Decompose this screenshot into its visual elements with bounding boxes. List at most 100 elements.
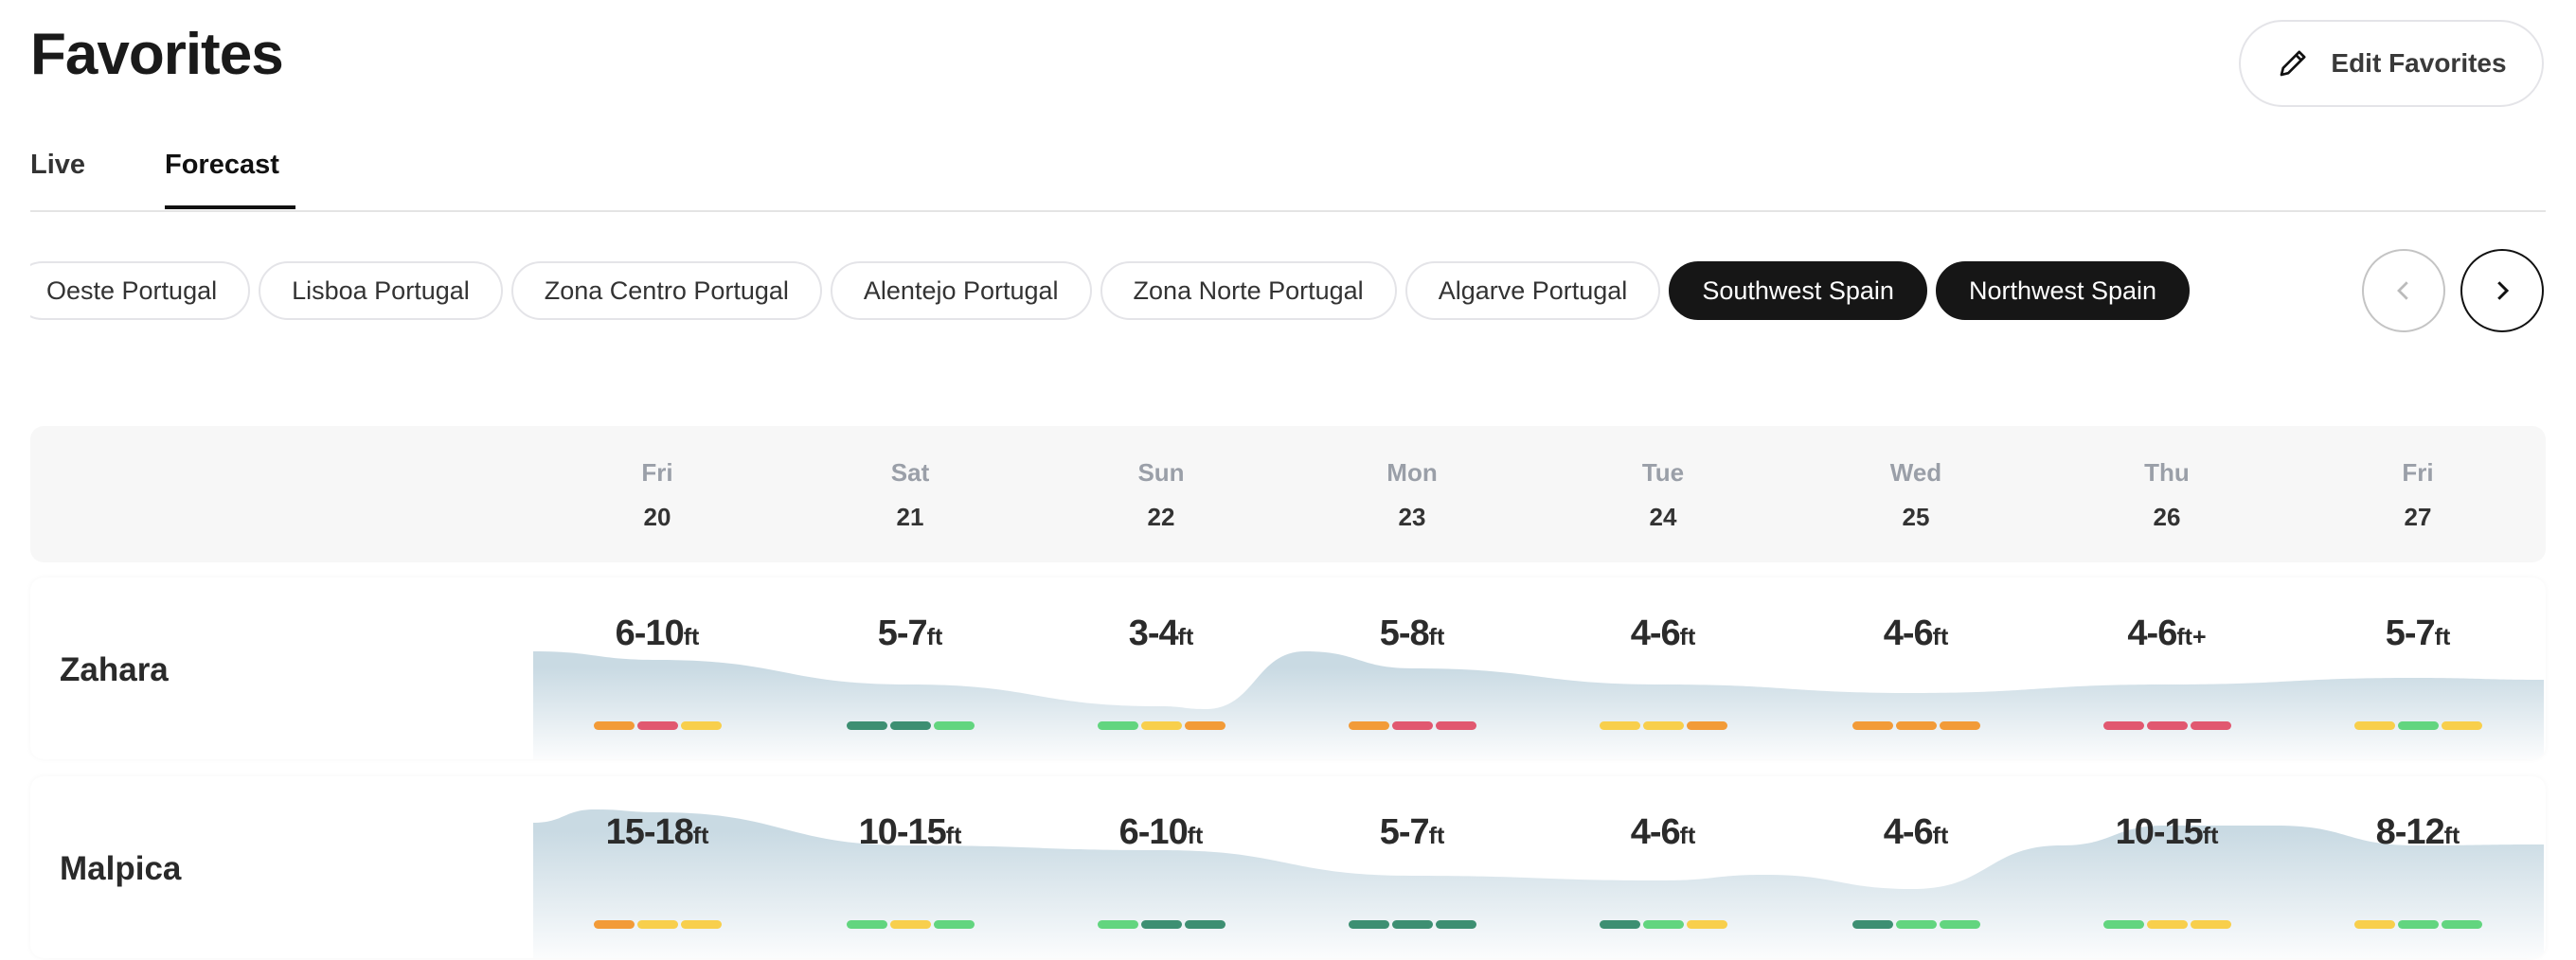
wave-height-unit: ft xyxy=(1932,624,1949,650)
forecast-cell[interactable]: 4-6ft xyxy=(1802,578,2030,759)
day-header: Thu 26 xyxy=(2072,458,2262,532)
rating-bar-darkgreen xyxy=(1599,920,1640,929)
chevron-right-icon xyxy=(2497,281,2510,300)
wave-height-unit: ft xyxy=(945,823,962,849)
rating-bar-red xyxy=(1391,721,1433,730)
rating-bars xyxy=(796,721,1024,730)
wave-height: 3-4ft xyxy=(1047,613,1275,654)
day-header: Fri 27 xyxy=(2323,458,2513,532)
rating-bar-red xyxy=(1435,721,1476,730)
wave-height-unit: ft xyxy=(683,624,700,650)
forecast-cell[interactable]: 6-10ft xyxy=(1047,776,1275,958)
day-name: Wed xyxy=(1889,458,1942,487)
tabs-divider xyxy=(30,210,2546,212)
rating-bars xyxy=(796,920,1024,929)
forecast-cell[interactable]: 10-15ft xyxy=(796,776,1024,958)
wave-height: 4-6ft xyxy=(1549,812,1777,853)
rating-bar-darkgreen xyxy=(889,721,931,730)
forecast-cell[interactable]: 6-10ft xyxy=(544,578,771,759)
wave-height-range: 10-15 xyxy=(2115,812,2204,852)
wave-height-range: 5-7 xyxy=(2385,613,2436,653)
region-chip[interactable]: Zona Centro Portugal xyxy=(510,261,822,320)
wave-height-range: 3-4 xyxy=(1128,613,1179,653)
scroll-prev-button[interactable] xyxy=(2362,249,2445,332)
rating-bar-green xyxy=(846,920,887,929)
wave-height-range: 4-6 xyxy=(1630,812,1681,852)
spot-row[interactable]: Zahara 6-10ft 5-7ft 3-4ft 5-8ft 4-6ft 4-6ft 4-6… xyxy=(30,578,2546,759)
forecast-cell[interactable]: 5-7ft xyxy=(796,578,1024,759)
wave-height-unit: ft xyxy=(1679,624,1696,650)
wave-height-unit: ft xyxy=(1428,624,1445,650)
wave-height-range: 4-6 xyxy=(2127,613,2177,653)
rating-bar-green xyxy=(1939,920,1980,929)
edit-favorites-button[interactable]: Edit Favorites xyxy=(2239,20,2544,107)
day-name: Fri xyxy=(2402,458,2434,487)
rating-bars xyxy=(544,721,771,730)
active-tab-indicator xyxy=(165,205,295,209)
tab-live[interactable]: Live xyxy=(30,150,86,180)
forecast-cell[interactable]: 4-6ft xyxy=(1802,776,2030,958)
wave-height-range: 6-10 xyxy=(1118,812,1189,852)
forecast-cell[interactable]: 4-6ft xyxy=(1549,578,1777,759)
rating-bar-red xyxy=(2146,721,2188,730)
rating-bar-green xyxy=(2102,920,2144,929)
rating-bars xyxy=(2053,920,2281,929)
wave-height-range: 4-6 xyxy=(1883,613,1934,653)
region-chip[interactable]: Alentejo Portugal xyxy=(830,261,1092,320)
rating-bar-yellow xyxy=(680,920,722,929)
tab-forecast[interactable]: Forecast xyxy=(165,150,279,180)
rating-bars xyxy=(1047,920,1275,929)
spot-name[interactable]: Zahara xyxy=(60,651,169,688)
wave-height-range: 10-15 xyxy=(858,812,947,852)
rating-bar-green xyxy=(1895,920,1937,929)
pencil-icon xyxy=(2281,50,2306,77)
wave-height-range: 4-6 xyxy=(1883,812,1934,852)
wave-height: 15-18ft xyxy=(544,812,771,853)
swell-wave-graphic xyxy=(533,809,2544,958)
forecast-cell[interactable]: 10-15ft xyxy=(2053,776,2281,958)
wave-height: 4-6ft+ xyxy=(2053,613,2281,654)
rating-bar-darkgreen xyxy=(1140,920,1182,929)
region-chip[interactable]: Lisboa Portugal xyxy=(259,261,503,320)
forecast-cell[interactable]: 4-6ft+ xyxy=(2053,578,2281,759)
day-header: Fri 20 xyxy=(563,458,752,532)
region-chip[interactable]: Oeste Portugal xyxy=(30,261,251,320)
rating-bar-yellow xyxy=(1599,721,1640,730)
spot-name[interactable]: Malpica xyxy=(60,850,182,887)
wave-height-unit: ft+ xyxy=(2176,624,2207,650)
day-name: Sun xyxy=(1137,458,1185,487)
wave-height: 5-7ft xyxy=(796,613,1024,654)
region-chips: Oeste Portugal Lisboa Portugal Zona Centro… xyxy=(30,261,2322,320)
forecast-cell[interactable]: 4-6ft xyxy=(1549,776,1777,958)
page-title: Favorites xyxy=(30,22,284,87)
day-name: Thu xyxy=(2144,458,2190,487)
rating-bar-green xyxy=(933,721,975,730)
forecast-cell[interactable]: 8-12ft xyxy=(2304,776,2531,958)
forecast-cell[interactable]: 5-8ft xyxy=(1298,578,1526,759)
scroll-next-button[interactable] xyxy=(2460,249,2544,332)
rating-bar-yellow xyxy=(2353,920,2395,929)
wave-height-unit: ft xyxy=(2443,823,2460,849)
rating-bar-darkgreen xyxy=(1348,920,1389,929)
day-header: Mon 23 xyxy=(1317,458,1507,532)
rating-bar-orange xyxy=(1184,721,1225,730)
wave-height: 8-12ft xyxy=(2304,812,2531,853)
forecast-cell[interactable]: 3-4ft xyxy=(1047,578,1275,759)
rating-bar-green xyxy=(1097,920,1138,929)
forecast-cell[interactable]: 5-7ft xyxy=(1298,776,1526,958)
wave-height: 6-10ft xyxy=(1047,812,1275,853)
wave-height-range: 5-7 xyxy=(1379,812,1430,852)
wave-height: 10-15ft xyxy=(2053,812,2281,853)
forecast-cell[interactable]: 5-7ft xyxy=(2304,578,2531,759)
region-chip[interactable]: Southwest Spain xyxy=(1669,261,1927,320)
wave-height-range: 8-12 xyxy=(2375,812,2445,852)
rating-bar-darkgreen xyxy=(846,721,887,730)
region-chip[interactable]: Algarve Portugal xyxy=(1404,261,1661,320)
region-chip[interactable]: Zona Norte Portugal xyxy=(1100,261,1397,320)
wave-height-unit: ft xyxy=(1428,823,1445,849)
days-header xyxy=(30,426,2546,562)
spot-row[interactable]: Malpica 15-18ft 10-15ft 6-10ft 5-7ft 4-6ft 4-6… xyxy=(30,776,2546,958)
wave-height-range: 4-6 xyxy=(1630,613,1681,653)
region-chip[interactable]: Northwest Spain xyxy=(1935,261,2191,320)
forecast-cell[interactable]: 15-18ft xyxy=(544,776,771,958)
